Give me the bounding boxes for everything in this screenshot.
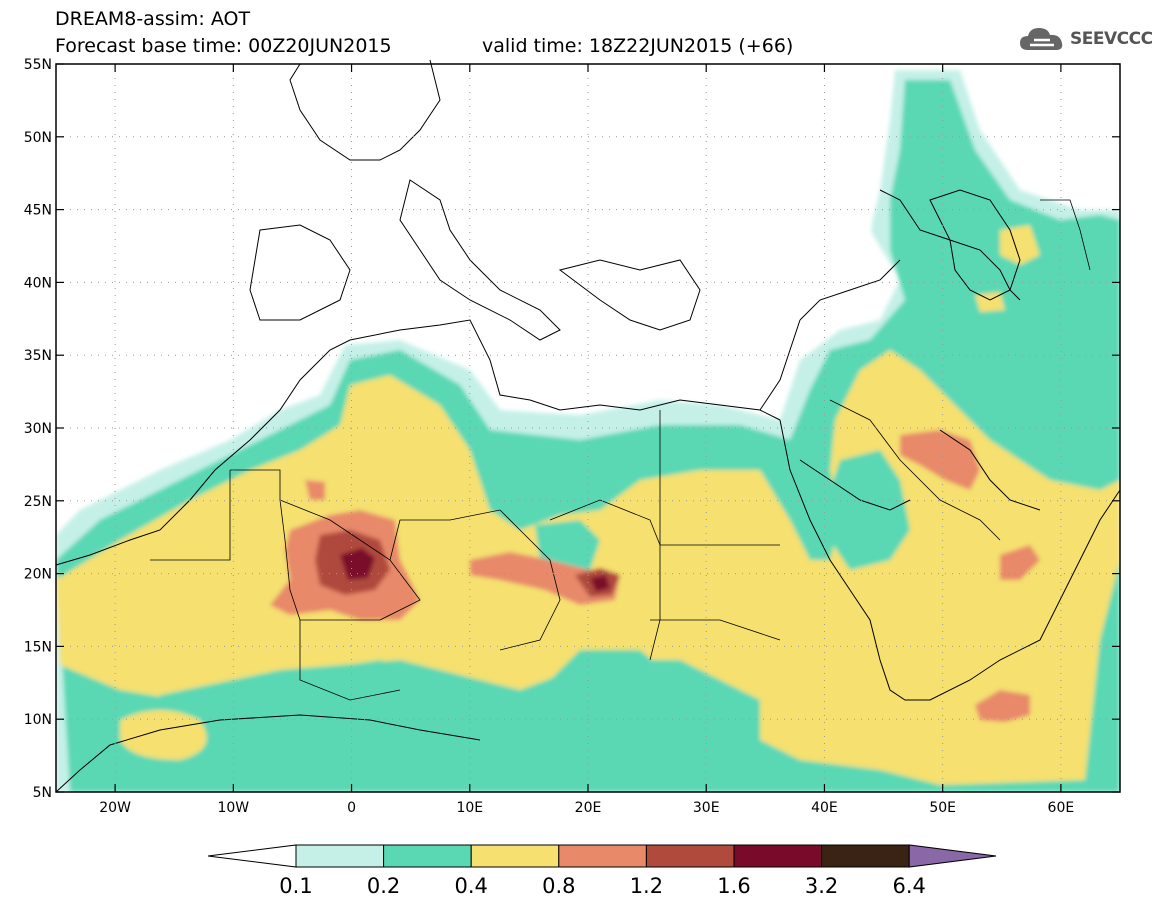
colorbar-label: 0.2 bbox=[367, 874, 400, 898]
aot-contour-1.6-sahara bbox=[340, 548, 375, 580]
colorbar: 0.1 0.2 0.4 0.8 1.2 1.6 3.2 6.4 bbox=[207, 844, 997, 898]
aot-contour-0.8-oman bbox=[1000, 545, 1040, 580]
lat-tick-label: 10N bbox=[24, 712, 52, 728]
aot-pocket-0.2-south bbox=[160, 660, 760, 770]
coastlines bbox=[55, 59, 1121, 793]
colorbar-label: 1.2 bbox=[630, 874, 663, 898]
colorbar-swatch bbox=[821, 844, 910, 868]
lon-tick-label: 10E bbox=[456, 800, 483, 816]
lat-tick-label: 40N bbox=[24, 275, 52, 291]
colorbar-label: 3.2 bbox=[805, 874, 838, 898]
lat-tick-label: 15N bbox=[24, 639, 52, 655]
aot-contour-0.4-caspian bbox=[1000, 225, 1040, 265]
europe-clean-area bbox=[56, 64, 895, 500]
aot-contour-0.8-yemen bbox=[975, 690, 1030, 722]
colorbar-label: 0.4 bbox=[454, 874, 487, 898]
colorbar-label: 0.8 bbox=[542, 874, 575, 898]
colorbar-label: 6.4 bbox=[892, 874, 925, 898]
aot-pocket-0.4-westafrica bbox=[120, 710, 207, 760]
colorbar-swatch bbox=[733, 844, 823, 868]
aot-contour-0.8-iraq bbox=[900, 430, 980, 490]
lon-tick-label: 60E bbox=[1048, 800, 1075, 816]
colorbar-swatch bbox=[558, 844, 647, 868]
lat-tick-label: 30N bbox=[24, 421, 52, 437]
aot-contour-0.4-turkmen bbox=[975, 292, 1005, 312]
logo-text: SEEVCCC bbox=[1070, 29, 1153, 49]
colorbar-label: 0.1 bbox=[279, 874, 312, 898]
lon-tick-label: 30E bbox=[693, 800, 720, 816]
aot-contour-0.8-mauritania bbox=[305, 480, 325, 500]
lat-tick-label: 50N bbox=[24, 130, 52, 146]
colorbar-swatch bbox=[295, 844, 385, 868]
borders bbox=[150, 199, 1091, 701]
lon-tick-label: 20W bbox=[99, 800, 131, 816]
colorbar-label: 1.6 bbox=[717, 874, 750, 898]
lon-tick-label: 40E bbox=[811, 800, 838, 816]
valid-time: valid time: 18Z22JUN2015 (+66) bbox=[482, 35, 794, 57]
seevccc-logo: SEEVCCC bbox=[1018, 24, 1153, 54]
colorbar-under-triangle bbox=[207, 844, 297, 868]
lat-tick-label: 5N bbox=[33, 785, 52, 801]
lat-tick-label: 20N bbox=[24, 567, 52, 583]
forecast-base-time: Forecast base time: 00Z20JUN2015 bbox=[55, 35, 392, 57]
aot-contour-0.8-chad bbox=[470, 552, 620, 605]
axis-ticks: 55N 50N 45N 40N 35N 30N 25N 20N 15N 10N 5N 20W 10W 0 1… bbox=[24, 57, 1120, 816]
lat-lon-grid bbox=[56, 64, 1120, 792]
colorbar-over-triangle bbox=[908, 844, 997, 868]
aot-contour-1.6-chad bbox=[590, 575, 610, 592]
lon-tick-label: 10W bbox=[217, 800, 249, 816]
lat-tick-label: 45N bbox=[24, 203, 52, 219]
aot-field bbox=[56, 64, 1120, 792]
lat-tick-label: 35N bbox=[24, 348, 52, 364]
lat-tick-label: 55N bbox=[24, 57, 52, 73]
lon-tick-label: 0 bbox=[347, 800, 356, 816]
colorbar-swatch bbox=[470, 844, 560, 868]
lon-tick-label: 20E bbox=[575, 800, 602, 816]
cloud-icon bbox=[1020, 28, 1063, 50]
colorbar-swatch bbox=[383, 844, 472, 868]
lat-tick-label: 25N bbox=[24, 494, 52, 510]
lon-tick-label: 50E bbox=[929, 800, 956, 816]
aot-pocket-0.2-arabia bbox=[830, 450, 910, 570]
colorbar-swatch bbox=[645, 844, 735, 868]
map-title: DREAM8-assim: AOT bbox=[55, 8, 251, 30]
